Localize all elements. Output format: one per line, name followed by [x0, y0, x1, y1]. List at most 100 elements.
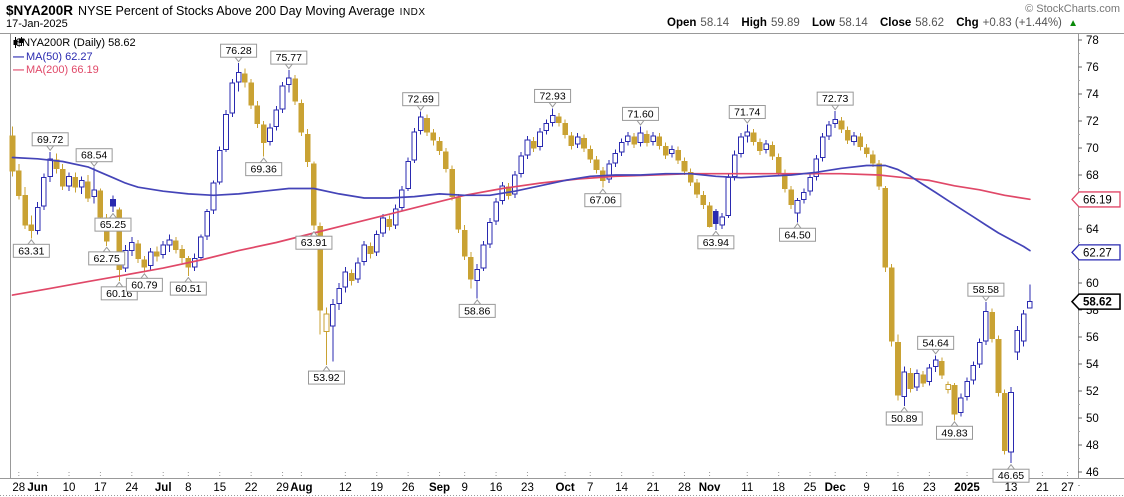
candle-body [738, 136, 744, 154]
tag-text: 62.27 [1083, 247, 1112, 259]
price-annotation: 49.83 [936, 420, 973, 440]
price-annotation: 63.91 [295, 230, 333, 250]
candle-body [512, 174, 518, 195]
candle-body [618, 142, 625, 153]
price-annotation: 64.50 [779, 222, 816, 242]
annotation-text: 63.31 [18, 245, 44, 257]
candle-body [210, 182, 217, 211]
candle-body [22, 194, 28, 226]
candle-body [254, 105, 261, 125]
close-value: 58.62 [915, 17, 945, 29]
candle-body [832, 119, 838, 125]
annotation-pointer [792, 222, 803, 229]
candle-body [172, 240, 179, 250]
ma200-swatch: — [13, 64, 24, 76]
y-tick-label: 54 [1086, 359, 1099, 371]
candle-body [110, 198, 116, 207]
annotation-box [125, 277, 163, 292]
x-tick-label: Nov [699, 482, 721, 494]
annotation-pointer [108, 212, 118, 219]
annotation-text: 63.91 [301, 237, 327, 249]
chart-date: 17-Jan-2025 [6, 18, 68, 30]
candle-body [154, 251, 160, 257]
x-tick-label: 28 [12, 482, 25, 494]
candle-body [311, 163, 317, 226]
candle-body [939, 360, 945, 376]
candle-body [568, 135, 575, 146]
y-tick-label: 52 [1086, 386, 1099, 398]
tag-arrow-box [1071, 191, 1121, 208]
annotation-box [270, 50, 308, 65]
x-tick-label: 19 [370, 482, 383, 494]
x-tick-label: Aug [290, 482, 312, 494]
annotation-pointer [472, 299, 482, 305]
annotation-text: 50.89 [891, 413, 917, 425]
annotation-box [534, 88, 572, 103]
candle-body [807, 177, 813, 192]
annotation-box [88, 251, 126, 266]
axis-value-tags: 66.19 62.27 58.62 [1070, 191, 1121, 310]
candle-body [1027, 301, 1033, 309]
candle-body [216, 150, 223, 183]
annotation-pointer [1006, 463, 1016, 470]
candle-body [455, 197, 462, 230]
candle-body [66, 175, 72, 187]
candle-body [983, 310, 989, 342]
x-tick-label: 21 [1036, 482, 1049, 494]
price-annotation: 71.60 [622, 106, 659, 126]
candle-body [945, 383, 952, 391]
candle-body [870, 154, 876, 164]
candle-body [298, 102, 305, 133]
price-annotation: 54.64 [917, 335, 955, 355]
annotation-text: 58.58 [973, 284, 999, 296]
candle-body [242, 73, 248, 83]
annotation-text: 46.65 [998, 470, 1024, 482]
tag-text: 58.62 [1083, 297, 1112, 309]
annotation-text: 58.86 [464, 305, 490, 317]
candle-body [562, 123, 568, 135]
candle-body [637, 132, 644, 144]
candle-body [530, 140, 537, 149]
low-value: 58.14 [838, 17, 868, 29]
candle-body [248, 82, 254, 106]
x-tick-label: 16 [892, 482, 905, 494]
candle-body [694, 182, 700, 195]
candle-body [486, 221, 493, 245]
candle-body [957, 397, 964, 414]
candle-body [844, 129, 851, 141]
candle-body [725, 177, 732, 216]
candle-body [304, 134, 311, 162]
candle-body [543, 123, 550, 131]
exchange-label: INDX [399, 7, 426, 18]
candle-body [323, 313, 330, 333]
chart-title: NYSE Percent of Stocks Above 200 Day Mov… [78, 4, 395, 18]
x-tick-label: 9 [461, 482, 467, 494]
ma50-line [11, 156, 1031, 252]
x-tick-label: 17 [94, 482, 107, 494]
y-tick-label: 74 [1086, 89, 1099, 101]
annotation-text: 69.72 [37, 134, 63, 146]
candle-body [819, 136, 826, 158]
candle-body [468, 256, 474, 280]
annotation-box [816, 91, 854, 106]
candle-body [914, 372, 920, 388]
open-label: Open [667, 17, 697, 29]
candle-body [800, 192, 807, 200]
annotation-text: 67.06 [590, 195, 616, 207]
legend-series-label: $NYA200R (Daily) 58.62 [16, 37, 136, 49]
candle-body [292, 78, 298, 102]
candle-body [348, 273, 355, 281]
annotation-text: 71.74 [734, 107, 760, 119]
annotation-text: 64.50 [784, 229, 810, 241]
candle-body [926, 367, 933, 383]
candle-body [147, 251, 154, 266]
annotation-box [917, 335, 955, 350]
annotation-box [697, 235, 735, 250]
x-tick-label: 23 [923, 482, 936, 494]
candle-body [995, 339, 1002, 393]
x-tick-label: 23 [521, 482, 534, 494]
candle-body [1014, 329, 1021, 353]
price-annotation: 69.72 [31, 132, 69, 152]
x-tick-label: 8 [185, 482, 191, 494]
